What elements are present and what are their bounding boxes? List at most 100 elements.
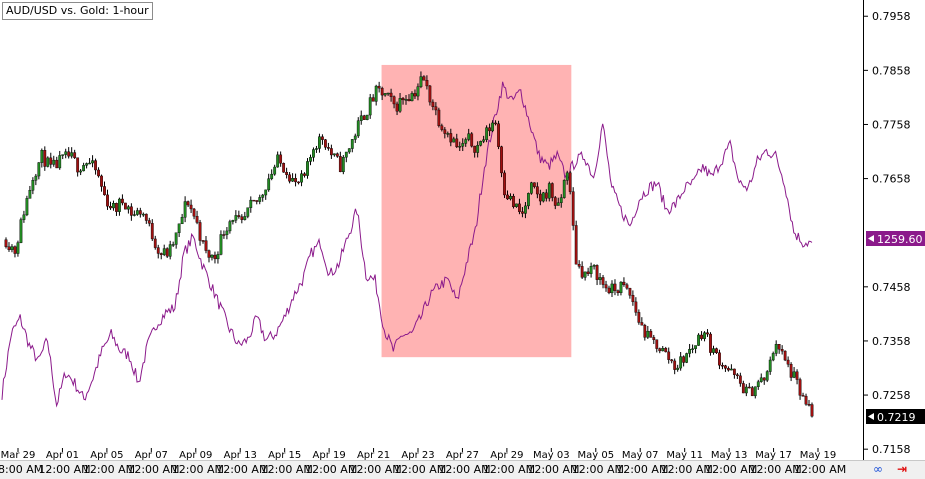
candle <box>634 297 638 316</box>
highlight-layer <box>381 64 572 358</box>
date-label: May 07 <box>622 450 659 461</box>
candle <box>61 154 65 160</box>
time-label: 12:00 AM <box>305 463 358 476</box>
candle <box>198 219 202 246</box>
candle <box>404 95 408 105</box>
scroll-right-arrow-icon[interactable]: ⇥ <box>896 462 908 476</box>
candle <box>85 162 89 169</box>
candle <box>398 92 402 113</box>
date-tick: Apr 19 <box>313 448 346 461</box>
candle <box>341 155 345 175</box>
candle <box>750 385 754 397</box>
candle <box>52 155 56 167</box>
candle <box>70 147 74 159</box>
candle <box>655 339 659 353</box>
candle <box>577 260 581 269</box>
candle <box>688 343 692 358</box>
candle <box>470 132 474 148</box>
candle <box>613 279 617 296</box>
time-label: 12:00 AM <box>616 463 669 476</box>
date-label: Apr 07 <box>135 450 168 461</box>
link-icon[interactable]: ∞ <box>873 462 883 476</box>
candle <box>353 133 357 143</box>
candle <box>276 151 280 168</box>
date-tick: Apr 05 <box>90 448 123 461</box>
candle <box>494 120 497 126</box>
candle <box>509 193 512 201</box>
candle <box>574 220 578 265</box>
candle <box>735 372 739 380</box>
candle <box>586 267 590 276</box>
candle <box>792 367 796 379</box>
candle <box>377 81 381 93</box>
candle <box>559 194 563 208</box>
candle <box>658 347 662 354</box>
candle <box>547 181 551 202</box>
candle <box>76 157 80 177</box>
candle <box>273 164 277 176</box>
candle <box>347 148 351 154</box>
candle <box>783 350 787 362</box>
candle <box>31 177 35 195</box>
candle <box>264 189 268 200</box>
candle <box>506 190 509 200</box>
price-tick: 0.7858 <box>863 64 911 77</box>
candle <box>476 141 480 158</box>
candle <box>91 155 94 168</box>
candle <box>13 245 17 258</box>
candle <box>706 329 709 337</box>
candle <box>434 102 438 116</box>
date-axis: Mar 29 Apr 01 Apr 05 Apr 07 Apr 09 Apr 13 Apr … <box>1 448 836 461</box>
candle <box>479 140 483 147</box>
candle <box>7 242 11 252</box>
candle <box>258 194 262 205</box>
candle <box>22 210 26 223</box>
candle <box>628 287 632 299</box>
candle <box>768 356 772 375</box>
audusd-price-marker: 0.7219 <box>866 409 925 424</box>
candle <box>329 144 333 159</box>
candle <box>249 196 253 213</box>
candle <box>786 356 790 368</box>
price-tick-label: 0.7158 <box>872 443 911 456</box>
candle <box>219 230 223 256</box>
candle <box>171 241 175 247</box>
candle <box>365 114 369 121</box>
chart-scroll-bar[interactable]: 8:00 AM 12:00 AM 12:00 AM 12:00 AM 12:00 AM 1… <box>0 460 925 479</box>
candle <box>216 251 220 264</box>
candle <box>798 377 802 400</box>
candle <box>121 194 124 206</box>
candle <box>279 151 283 167</box>
candle <box>144 213 148 224</box>
date-label: May 05 <box>577 450 614 461</box>
candle <box>10 244 14 253</box>
audusd-candles-layer <box>4 71 814 418</box>
time-label: 12:00 AM <box>438 463 491 476</box>
date-tick: Apr 15 <box>268 448 301 461</box>
date-label: May 13 <box>711 450 748 461</box>
candle <box>327 142 330 151</box>
candle <box>94 158 97 175</box>
candle <box>544 189 548 202</box>
candle <box>28 185 32 199</box>
candle <box>777 343 781 354</box>
candle <box>458 141 462 152</box>
candle <box>168 240 172 260</box>
candle <box>228 219 232 234</box>
candle <box>82 162 86 172</box>
date-tick: Apr 27 <box>446 448 479 461</box>
candle <box>285 167 289 179</box>
candle <box>25 195 29 217</box>
time-label: 12:00 AM <box>216 463 269 476</box>
candle <box>622 277 626 287</box>
candle <box>583 271 587 281</box>
date-label: Apr 09 <box>179 450 212 461</box>
candle <box>529 181 533 195</box>
date-tick: May 03 <box>533 448 570 461</box>
candle <box>515 203 518 208</box>
candle <box>4 237 8 249</box>
candle <box>756 379 760 390</box>
date-tick: Apr 13 <box>224 448 257 461</box>
candle <box>464 137 468 147</box>
candle <box>401 96 405 105</box>
